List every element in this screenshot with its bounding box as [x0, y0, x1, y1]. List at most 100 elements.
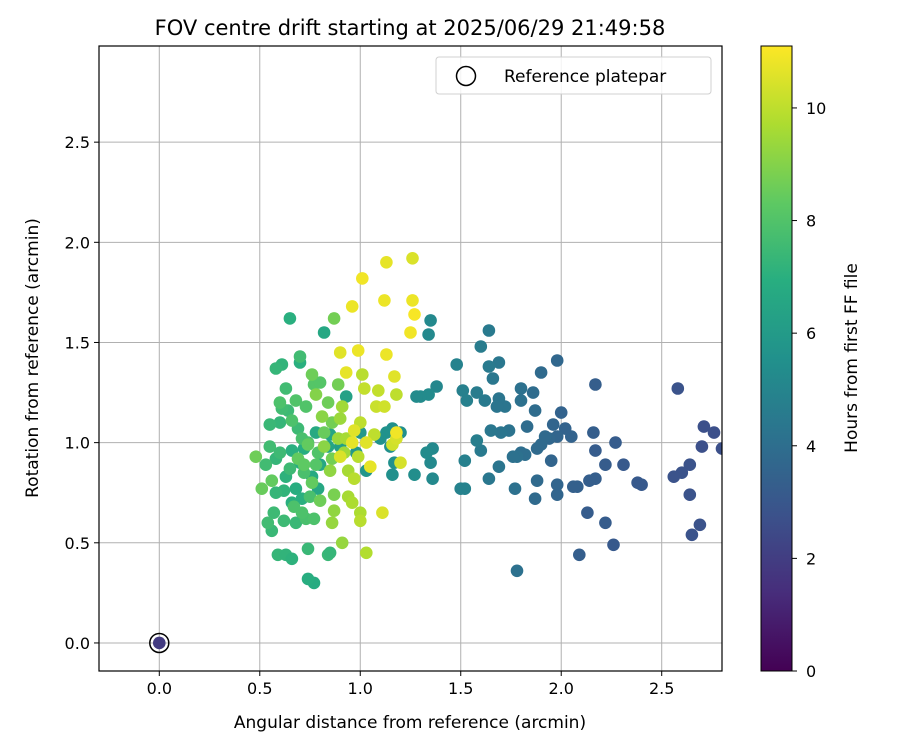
data-point — [484, 424, 498, 437]
data-point — [269, 486, 283, 500]
data-point — [327, 312, 341, 325]
data-point — [333, 412, 347, 425]
data-point — [301, 542, 315, 556]
reference-marker — [149, 632, 170, 654]
legend-reference-marker — [455, 65, 477, 87]
data-point — [420, 446, 433, 460]
y-tick-label: 0.0 — [65, 634, 90, 653]
reference-point-ring — [149, 632, 170, 654]
data-point — [408, 308, 421, 321]
data-point — [554, 406, 568, 419]
data-point — [285, 552, 299, 566]
data-point — [261, 516, 275, 530]
data-point — [259, 458, 273, 472]
data-point — [265, 474, 279, 488]
colorbar-tick-label: 6 — [806, 324, 816, 343]
data-point — [323, 546, 337, 560]
data-point — [558, 422, 572, 435]
data-point — [683, 488, 697, 502]
data-point — [354, 514, 367, 528]
data-point — [494, 426, 508, 439]
colorbar-gradient — [760, 45, 793, 672]
data-point — [317, 326, 331, 339]
data-point — [430, 380, 443, 393]
y-tick-label: 0.5 — [65, 534, 90, 553]
data-point — [273, 396, 287, 409]
data-point — [303, 490, 317, 504]
data-point — [546, 418, 560, 431]
data-point — [376, 506, 389, 519]
data-point — [313, 494, 327, 508]
data-point — [528, 492, 542, 506]
data-point — [474, 444, 488, 457]
data-point — [460, 394, 474, 407]
data-point — [404, 326, 417, 339]
data-point — [573, 548, 586, 562]
data-point — [285, 414, 299, 427]
data-point — [492, 356, 506, 369]
data-point — [378, 294, 391, 307]
data-point — [617, 458, 630, 472]
data-point — [347, 424, 361, 437]
data-point — [470, 386, 484, 399]
y-tick-label: 1.5 — [65, 333, 90, 352]
data-point — [667, 470, 681, 484]
data-point — [315, 410, 329, 423]
data-point — [514, 382, 528, 395]
data-point — [325, 516, 339, 530]
data-point — [356, 368, 369, 381]
data-point — [321, 396, 335, 409]
y-axis-ticks: 0.0 0.5 1.0 1.5 2.0 2.5 — [65, 133, 99, 653]
data-point — [534, 366, 548, 379]
data-point — [380, 255, 393, 269]
data-point — [293, 350, 307, 363]
data-point — [693, 518, 707, 532]
data-point — [305, 368, 319, 381]
data-point — [697, 420, 711, 433]
data-point — [544, 454, 558, 468]
data-point — [482, 360, 496, 373]
data-point — [378, 400, 391, 413]
data-point — [506, 450, 520, 464]
data-point — [422, 328, 435, 341]
data-point — [390, 426, 403, 439]
data-point — [671, 382, 685, 395]
data-point — [360, 546, 373, 560]
legend-box — [435, 56, 712, 95]
x-axis-label: Angular distance from reference (arcmin) — [234, 713, 586, 733]
data-point — [599, 458, 612, 472]
data-point — [530, 442, 544, 455]
data-point — [583, 474, 596, 488]
data-point — [305, 476, 319, 490]
legend-label-reference: Reference platepar — [504, 67, 666, 87]
y-axis-label: Rotation from reference (arcmin) — [23, 218, 43, 498]
x-tick-label: 2.5 — [649, 679, 674, 698]
data-point — [309, 388, 323, 401]
colorbar: 0 2 4 6 8 10 Hours from first FF file — [760, 45, 862, 681]
data-point — [287, 500, 301, 513]
data-point — [289, 482, 303, 496]
data-point — [589, 378, 602, 391]
data-point — [368, 428, 381, 441]
data-point — [327, 504, 341, 517]
data-point — [550, 354, 564, 367]
data-point — [486, 372, 500, 385]
data-point — [587, 426, 600, 439]
data-point — [695, 440, 709, 453]
data-point — [390, 388, 403, 401]
data-point — [683, 458, 697, 472]
x-tick-label: 2.0 — [548, 679, 573, 698]
x-tick-label: 1.0 — [348, 679, 373, 698]
data-point — [345, 300, 359, 313]
data-point — [550, 478, 564, 492]
data-point — [514, 394, 528, 407]
colorbar-tick-label: 4 — [806, 437, 816, 456]
data-point — [386, 468, 399, 482]
data-point — [283, 312, 297, 325]
data-point — [685, 528, 699, 542]
data-point — [470, 434, 484, 447]
data-point — [528, 404, 542, 417]
x-tick-label: 1.5 — [448, 679, 473, 698]
data-point — [345, 496, 359, 510]
